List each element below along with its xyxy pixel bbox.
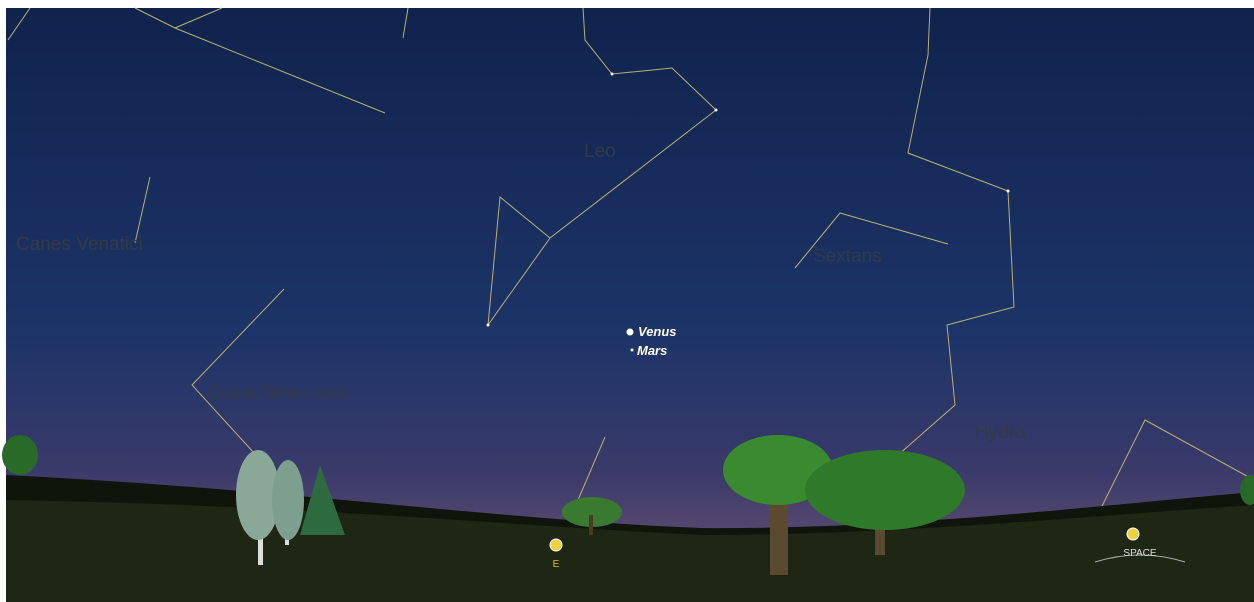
compass-icon[interactable] [550, 539, 562, 551]
compass-icon[interactable] [1127, 528, 1139, 540]
compass-label[interactable]: SPACE [1123, 548, 1156, 559]
constellation-label: Coma Berenices [207, 383, 347, 404]
planet-label[interactable]: Venus [638, 324, 677, 339]
mars-marker[interactable] [631, 349, 634, 352]
planet-label[interactable]: Mars [637, 343, 667, 358]
constellation-label: Sextans [813, 246, 882, 267]
constellation-label: Hydra [975, 422, 1026, 443]
compass-label[interactable]: E [553, 559, 560, 570]
constellation-label: Canes Venatici [16, 234, 143, 255]
constellation-label: Leo [584, 141, 616, 162]
venus-marker[interactable] [627, 329, 634, 336]
sky-view: Leo Canes Venatici Sextans Coma Berenice… [0, 0, 1254, 602]
